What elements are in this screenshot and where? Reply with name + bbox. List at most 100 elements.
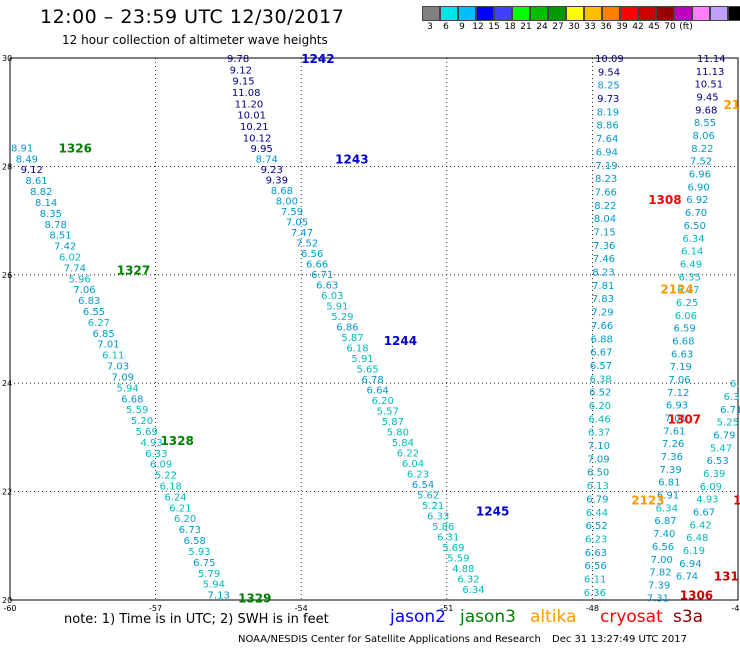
swh-value: 5.57: [377, 407, 399, 418]
swh-value: 5.91: [326, 302, 348, 313]
swh-value: 8.04: [594, 214, 616, 225]
colorbar-swatch: [602, 6, 620, 21]
swh-value: 11.14: [697, 54, 726, 65]
swh-value: 5.62: [417, 491, 439, 502]
swh-value: 6.06: [675, 311, 697, 322]
swh-value: 7.26: [662, 439, 684, 450]
swh-value: 8.86: [596, 121, 618, 132]
colorbar-swatch: [710, 6, 728, 21]
swh-value: 9.23: [261, 165, 283, 176]
swh-value: 6.33: [427, 512, 449, 523]
y-tick-label: 30: [2, 54, 12, 63]
track-id-label: 1245: [476, 505, 509, 519]
swh-value: 5.93: [188, 547, 210, 558]
swh-value: 8.23: [592, 268, 614, 279]
swh-value: 6.87: [654, 516, 676, 527]
swh-value: 5.94: [116, 383, 138, 394]
timestamp-text: Dec 31 13:27:49 UTC 2017: [552, 634, 687, 645]
swh-value: 5.21: [422, 501, 444, 512]
swh-value: 6.25: [676, 298, 698, 309]
swh-value: 8.25: [598, 81, 620, 92]
swh-value: 6.56: [584, 561, 606, 572]
colorbar-swatch: [620, 6, 638, 21]
swh-value: 5.59: [126, 405, 148, 416]
swh-value: 7.74: [64, 263, 86, 274]
colorbar-swatch: [530, 6, 548, 21]
swh-value: 7.03: [107, 362, 129, 373]
swh-value: 7.66: [595, 187, 617, 198]
swh-value: 11.20: [235, 99, 264, 110]
swh-value: 7.52: [690, 157, 712, 168]
swh-value: 7.00: [651, 555, 673, 566]
swh-value: 6.83: [78, 296, 100, 307]
swh-value: 7.01: [97, 340, 119, 351]
swh-value: 6.21: [169, 503, 191, 514]
swh-value: 7.12: [667, 388, 689, 399]
colorbar-swatch: [440, 6, 458, 21]
swh-value: 8.82: [30, 187, 52, 198]
swh-value: 5.86: [432, 522, 454, 533]
swh-value: 6.20: [174, 514, 196, 525]
x-tick-label: -48: [586, 604, 599, 613]
colorbar-label: 36: [600, 22, 612, 32]
swh-value: 9.78: [227, 54, 249, 65]
swh-value: 6.93: [666, 401, 688, 412]
swh-value: 7.06: [668, 375, 690, 386]
swh-value: 6.58: [184, 536, 206, 547]
swh-value: 7.06: [73, 285, 95, 296]
swh-value: 6.37: [677, 285, 699, 296]
colorbar-swatch: [584, 6, 602, 21]
swh-value: 6.18: [160, 482, 182, 493]
swh-value: 6.67: [693, 507, 715, 518]
swh-value: 6.19: [683, 546, 705, 557]
swh-value: 6.04: [402, 459, 424, 470]
swh-value: 6.20: [372, 396, 394, 407]
colorbar-swatch: [548, 6, 566, 21]
swh-value: 7.01: [665, 414, 687, 425]
legend-s3a: s3a: [673, 607, 704, 627]
swh-value: 6.32: [457, 575, 479, 586]
swh-value: 5.22: [155, 471, 177, 482]
swh-value: 4.93: [696, 495, 718, 506]
swh-value: 9.68: [695, 105, 717, 116]
swh-value: 6.20: [589, 401, 611, 412]
swh-value: 6.23: [585, 534, 607, 545]
swh-value: 6.52: [586, 521, 608, 532]
swh-value: 6.03: [321, 291, 343, 302]
swh-value: 9.95: [251, 144, 273, 155]
swh-value: 7.83: [592, 294, 614, 305]
colorbar-swatch: [692, 6, 710, 21]
swh-value: 5.65: [356, 365, 378, 376]
swh-value: 8.91: [11, 143, 33, 154]
swh-value: 6.36: [584, 588, 606, 599]
plot-frame: [9, 57, 739, 601]
swh-value: 6.94: [596, 147, 618, 158]
swh-value: 5.91: [351, 354, 373, 365]
swh-value: 8.61: [25, 176, 47, 187]
track-id-label: 1306: [680, 589, 713, 603]
track-id-label: 1329: [238, 591, 271, 605]
swh-value: 6.66: [306, 260, 328, 271]
swh-value: 6.13: [587, 481, 609, 492]
x-tick-label: -51: [440, 604, 453, 613]
swh-value: 7.81: [592, 281, 614, 292]
colorbar-label: (ft): [679, 22, 693, 32]
swh-value: 7.52: [296, 239, 318, 250]
swh-value: 7.10: [588, 441, 610, 452]
colorbar-label: 24: [536, 22, 548, 32]
swh-value: 6.11: [102, 351, 124, 362]
swh-value: 6.64: [367, 386, 389, 397]
swh-value: 6.71: [720, 405, 740, 416]
colorbar-label: 30: [568, 22, 580, 32]
swh-value: 7.31: [647, 593, 669, 604]
y-tick-label: 22: [2, 488, 12, 497]
track-id-label: 2124: [660, 282, 693, 296]
swh-value: 6.48: [686, 533, 708, 544]
swh-value: 9.39: [266, 175, 288, 186]
swh-value: 10.12: [243, 133, 272, 144]
swh-value: 6.49: [680, 259, 702, 270]
colorbar-label: 27: [552, 22, 564, 32]
swh-value: 5.69: [136, 427, 158, 438]
swh-value: 7.82: [649, 568, 671, 579]
swh-value: 6.74: [676, 572, 698, 583]
